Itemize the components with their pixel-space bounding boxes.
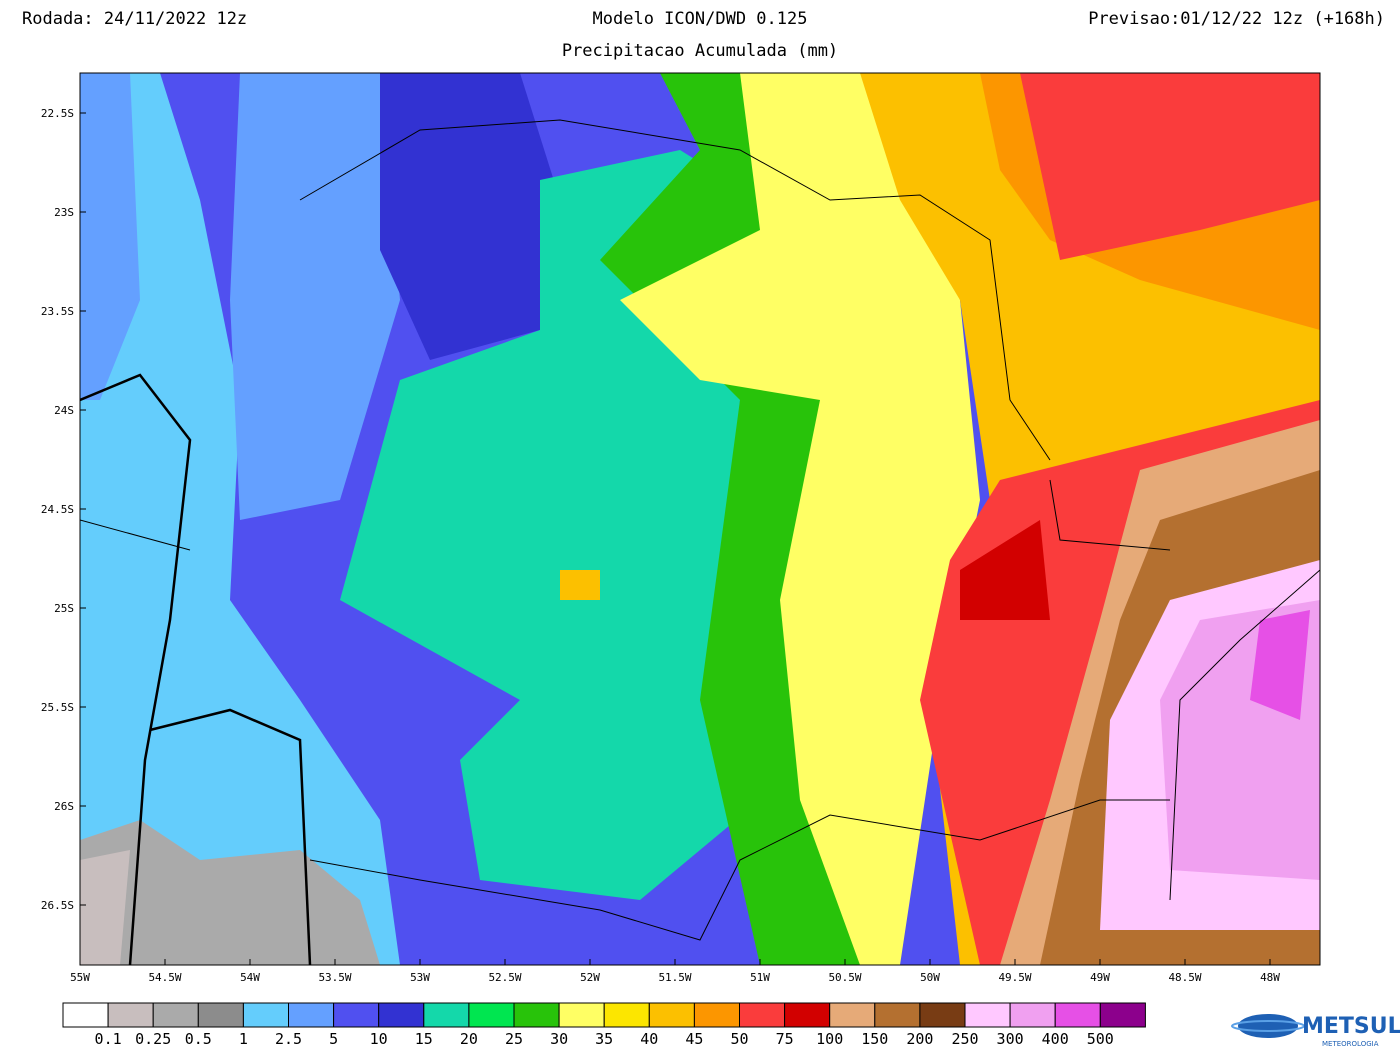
lon-label: 48.5W bbox=[1168, 971, 1201, 984]
colorbar-box bbox=[1009, 1002, 1056, 1028]
colorbar-label: 20 bbox=[460, 1030, 478, 1048]
colorbar-label: 150 bbox=[861, 1030, 888, 1048]
lon-label: 48W bbox=[1260, 971, 1280, 984]
colorbar-box bbox=[513, 1002, 560, 1028]
lon-label: 50W bbox=[920, 971, 940, 984]
colorbar-label: 5 bbox=[329, 1030, 338, 1048]
colorbar-box bbox=[693, 1002, 741, 1028]
colorbar-label: 30 bbox=[550, 1030, 568, 1048]
lon-label: 54W bbox=[240, 971, 260, 984]
colorbar-box bbox=[333, 1002, 380, 1028]
colorbar-box bbox=[648, 1002, 695, 1028]
colorbar-box bbox=[288, 1002, 335, 1028]
forecast-label: Previsao:01/12/22 12z (+168h) bbox=[1088, 9, 1385, 29]
lon-label: 53W bbox=[410, 971, 430, 984]
axis-ticks: 22.5S 23S 23.5S 24S 24.5S 25S 25.5S 26S 26.5S 55W… bbox=[41, 107, 1280, 984]
lat-label: 23S bbox=[54, 206, 74, 219]
colorbar-label: 10 bbox=[370, 1030, 388, 1048]
colorbar-box bbox=[1099, 1002, 1146, 1028]
colorbar-label: 2.5 bbox=[275, 1030, 302, 1048]
map-frame bbox=[79, 72, 1321, 966]
colorbar-box bbox=[603, 1002, 650, 1028]
lat-label: 22.5S bbox=[41, 107, 74, 120]
colorbar-box bbox=[739, 1002, 786, 1028]
lon-label: 49.5W bbox=[998, 971, 1031, 984]
lat-label: 25.5S bbox=[41, 701, 74, 714]
colorbar: 0.1 0.25 0.5 1 2.5 5 10 15 20 25 30 35 40 45 50 75 100 15… bbox=[62, 1002, 1146, 1048]
colorbar-label: 40 bbox=[640, 1030, 658, 1048]
lon-label: 51W bbox=[750, 971, 770, 984]
precip-field bbox=[80, 73, 1320, 965]
colorbar-box bbox=[107, 1002, 154, 1028]
lon-label: 51.5W bbox=[658, 971, 691, 984]
lat-label: 24S bbox=[54, 404, 74, 417]
colorbar-label: 75 bbox=[776, 1030, 794, 1048]
lat-label: 26.5S bbox=[41, 899, 74, 912]
colorbar-label: 15 bbox=[415, 1030, 433, 1048]
colorbar-label: 0.25 bbox=[135, 1030, 171, 1048]
lon-label: 55W bbox=[70, 971, 90, 984]
logo: METSUL METEOROLOGIA bbox=[1231, 1014, 1400, 1048]
run-label: Rodada: 24/11/2022 12z bbox=[22, 9, 247, 29]
colorbar-box bbox=[378, 1002, 425, 1028]
colorbar-label: 250 bbox=[951, 1030, 978, 1048]
lon-label: 50.5W bbox=[828, 971, 861, 984]
colorbar-box bbox=[1054, 1002, 1101, 1028]
colorbar-box bbox=[242, 1002, 289, 1028]
colorbar-box bbox=[423, 1002, 470, 1028]
colorbar-label: 35 bbox=[595, 1030, 613, 1048]
colorbar-label: 25 bbox=[505, 1030, 523, 1048]
colorbar-box bbox=[152, 1002, 199, 1028]
colorbar-label: 400 bbox=[1042, 1030, 1069, 1048]
lat-label: 24.5S bbox=[41, 503, 74, 516]
model-label: Modelo ICON/DWD 0.125 bbox=[593, 9, 808, 29]
lat-label: 23.5S bbox=[41, 305, 74, 318]
colorbar-box bbox=[874, 1002, 921, 1028]
colorbar-label: 500 bbox=[1087, 1030, 1114, 1048]
colorbar-label: 50 bbox=[730, 1030, 748, 1048]
colorbar-label: 45 bbox=[685, 1030, 703, 1048]
lon-label: 53.5W bbox=[318, 971, 351, 984]
logo-name: METSUL bbox=[1302, 1014, 1400, 1039]
lon-label: 54.5W bbox=[148, 971, 181, 984]
colorbar-box bbox=[62, 1002, 109, 1028]
colorbar-label: 0.5 bbox=[185, 1030, 212, 1048]
colorbar-box bbox=[829, 1002, 876, 1028]
colorbar-label: 1 bbox=[239, 1030, 248, 1048]
subtitle: Precipitacao Acumulada (mm) bbox=[562, 41, 838, 61]
colorbar-box bbox=[919, 1002, 966, 1028]
lat-label: 25S bbox=[54, 602, 74, 615]
colorbar-label: 300 bbox=[997, 1030, 1024, 1048]
lon-label: 49W bbox=[1090, 971, 1110, 984]
logo-tagline: METEOROLOGIA bbox=[1322, 1040, 1379, 1048]
colorbar-box bbox=[964, 1002, 1011, 1028]
lat-label: 26S bbox=[54, 800, 74, 813]
colorbar-box bbox=[468, 1002, 515, 1028]
lon-label: 52.5W bbox=[488, 971, 521, 984]
colorbar-label: 0.1 bbox=[95, 1030, 122, 1048]
lon-label: 52W bbox=[580, 971, 600, 984]
colorbar-box bbox=[197, 1002, 244, 1028]
colorbar-box bbox=[784, 1002, 831, 1028]
colorbar-label: 100 bbox=[816, 1030, 843, 1048]
colorbar-label: 200 bbox=[906, 1030, 933, 1048]
colorbar-box bbox=[558, 1002, 605, 1028]
